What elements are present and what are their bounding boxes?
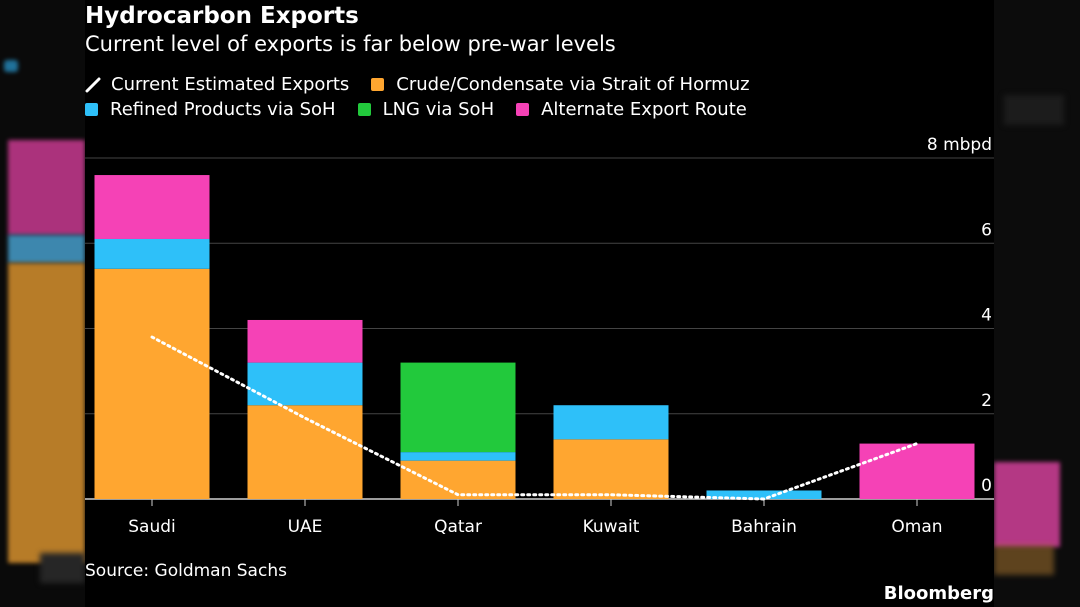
bar-segment [400,452,516,461]
y-tick-label: 2 [981,391,992,411]
x-tick-label: Qatar [434,517,482,537]
legend-swatch-icon [85,103,98,116]
bar-segment [247,362,363,406]
x-tick-label: UAE [288,517,323,537]
bar-chart: 0 2 4 6 8 mbpd Saudi UAE Qatar Kuwait Bahrain Oman [85,135,994,537]
legend-label: Crude/Condensate via Strait of Hormuz [396,74,750,95]
y-tick-label: 4 [981,306,992,326]
chart-subtitle: Current level of exports is far below pr… [85,32,616,56]
bar-segment [94,175,210,239]
y-tick-label: 0 [981,476,992,496]
bar-segment [94,238,210,269]
x-tick-label: Oman [891,517,942,537]
legend-swatch-icon [516,103,530,116]
legend-label: Refined Products via SoH [110,99,336,120]
legend-line-icon [85,77,101,92]
legend-label: Current Estimated Exports [111,74,350,95]
bar-segment [247,319,363,363]
bar-segment [706,490,822,499]
legend-item-lng: LNG via SoH [357,99,495,120]
legend-label: LNG via SoH [382,99,495,120]
background-blur-right [994,0,1080,607]
chart-panel: Hydrocarbon Exports Current level of exp… [85,0,994,607]
legend-label: Alternate Export Route [541,99,747,120]
current-exports-line [150,335,919,501]
bar-segment [553,439,669,499]
bar-segment [400,460,516,499]
x-tick-label: Kuwait [583,517,640,537]
x-tick-label: Bahrain [731,517,797,537]
legend-row-2: Refined Products via SoH LNG via SoH Alt… [85,99,769,120]
legend-item-crude: Crude/Condensate via Strait of Hormuz [371,74,750,95]
legend-item-alternate: Alternate Export Route [516,99,747,120]
legend-item-refined: Refined Products via SoH [85,99,336,120]
source-note: Source: Goldman Sachs [85,561,287,581]
bar-segment [400,362,516,453]
y-tick-label: 6 [981,220,992,240]
x-tick-label: Saudi [128,517,176,537]
y-tick-label: 8 mbpd [927,135,992,155]
legend-swatch-icon [357,103,371,116]
bar-segment [247,405,363,499]
legend-row-1: Current Estimated Exports Crude/Condensa… [85,74,772,95]
brand-logo: Bloomberg [883,583,994,604]
background-blur-left [0,0,85,607]
legend-swatch-icon [371,78,385,91]
bar-segment [553,405,669,440]
chart-title: Hydrocarbon Exports [85,3,359,29]
bar-segment [94,268,210,499]
legend-item-current-exports: Current Estimated Exports [85,74,349,95]
bar-segment [859,443,975,499]
background-blur-bottom [40,553,85,583]
